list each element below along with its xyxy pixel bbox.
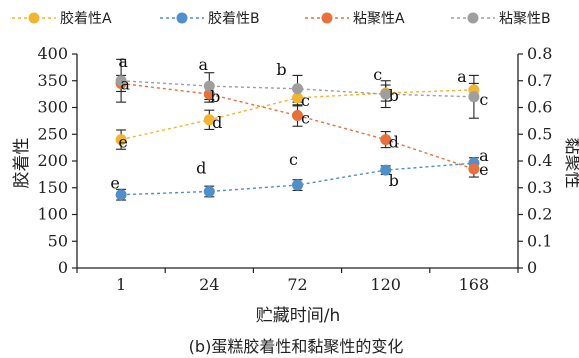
significance-label: c — [301, 91, 310, 110]
legend-marker — [176, 12, 188, 24]
y-tick-label-left: 250 — [37, 124, 68, 143]
legend-marker — [467, 12, 479, 24]
significance-label: b — [210, 87, 220, 106]
data-point — [203, 88, 215, 100]
data-point — [468, 91, 480, 103]
y-tick-label-left: 350 — [37, 71, 68, 90]
y-tick-label-right: 0 — [527, 258, 537, 277]
x-tick-label: 72 — [287, 275, 307, 294]
axes: 0 50 100 150 200 250 300 350 400 0 0.1 0.2 0.3 0.4 0.5… — [37, 44, 552, 294]
y-tick-label-right: 0.2 — [527, 205, 552, 224]
significance-label: b — [276, 60, 286, 79]
significance-label: d — [196, 158, 206, 177]
y-tick-label-right: 0.1 — [527, 231, 552, 250]
y-tick-label-right: 0.4 — [527, 151, 552, 170]
legend-label: 粘聚性B — [499, 11, 551, 27]
data-point — [380, 88, 392, 100]
error-bars — [116, 58, 479, 201]
y-tick-label-left: 150 — [37, 178, 68, 197]
y-axis-title-right: 黏聚性 — [562, 138, 579, 189]
data-points — [115, 75, 480, 201]
data-point — [115, 134, 127, 146]
legend-item: 粘聚性A — [305, 11, 405, 27]
x-tick-label: 1 — [116, 275, 126, 294]
data-point — [115, 189, 127, 201]
data-point — [380, 164, 392, 176]
x-tick-label: 24 — [199, 275, 219, 294]
significance-label: a — [457, 67, 467, 86]
data-point — [115, 75, 127, 87]
data-point — [292, 92, 303, 104]
significance-label: a — [199, 55, 209, 74]
significance-label: a — [479, 146, 489, 165]
legend-label: 胶着性A — [60, 10, 112, 27]
x-axis-title: 贮藏时间/h — [256, 306, 341, 326]
y-tick-label-right: 0.8 — [527, 44, 552, 63]
legend-label: 胶着性B — [208, 10, 260, 27]
significance-label: c — [289, 150, 298, 169]
data-point — [468, 163, 480, 175]
legend-label: 粘聚性A — [353, 11, 405, 27]
significance-label: c — [301, 109, 310, 128]
legend: 胶着性A 胶着性B 粘聚性A 粘聚性B — [12, 10, 551, 27]
significance-label: b — [389, 171, 399, 190]
y-tick-label-left: 400 — [37, 44, 68, 63]
legend-item: 胶着性A — [12, 10, 112, 27]
significance-label: d — [389, 133, 399, 152]
significance-label: c — [479, 90, 488, 109]
legend-item: 粘聚性B — [451, 11, 551, 27]
data-point — [203, 185, 215, 197]
significance-label: b — [389, 86, 399, 105]
significance-label: e — [110, 174, 119, 193]
legend-marker — [321, 12, 333, 24]
y-tick-label-right: 0.3 — [527, 178, 552, 197]
y-tick-label-right: 0.7 — [527, 71, 552, 90]
significance-label: e — [118, 133, 127, 152]
data-point — [292, 83, 303, 95]
significance-label: a — [118, 52, 128, 71]
y-tick-label-left: 100 — [37, 205, 68, 224]
data-point — [292, 110, 303, 122]
y-tick-label-left: 0 — [58, 258, 68, 277]
significance-label: d — [212, 113, 222, 132]
x-tick-label: 168 — [459, 275, 490, 294]
y-tick-label-left: 200 — [37, 151, 68, 170]
significance-label: a — [120, 74, 130, 93]
significance-label: e — [479, 160, 488, 179]
y-tick-label-right: 0.5 — [527, 124, 552, 143]
legend-item: 胶着性B — [160, 10, 260, 27]
y-tick-label-left: 50 — [48, 231, 68, 250]
series-line — [121, 82, 475, 170]
data-point — [380, 134, 392, 146]
chart-caption: (b)蛋糕胶着性和黏聚性的变化 — [189, 337, 404, 356]
data-point — [203, 80, 215, 92]
x-tick-label: 120 — [370, 275, 401, 294]
y-axis-title-left: 胶着性 — [12, 138, 32, 189]
y-tick-label-right: 0.6 — [527, 98, 552, 117]
data-point — [292, 179, 303, 191]
legend-marker — [28, 12, 40, 24]
data-point — [203, 114, 215, 126]
y-tick-label-left: 300 — [37, 98, 68, 117]
significance-label: c — [373, 65, 382, 84]
